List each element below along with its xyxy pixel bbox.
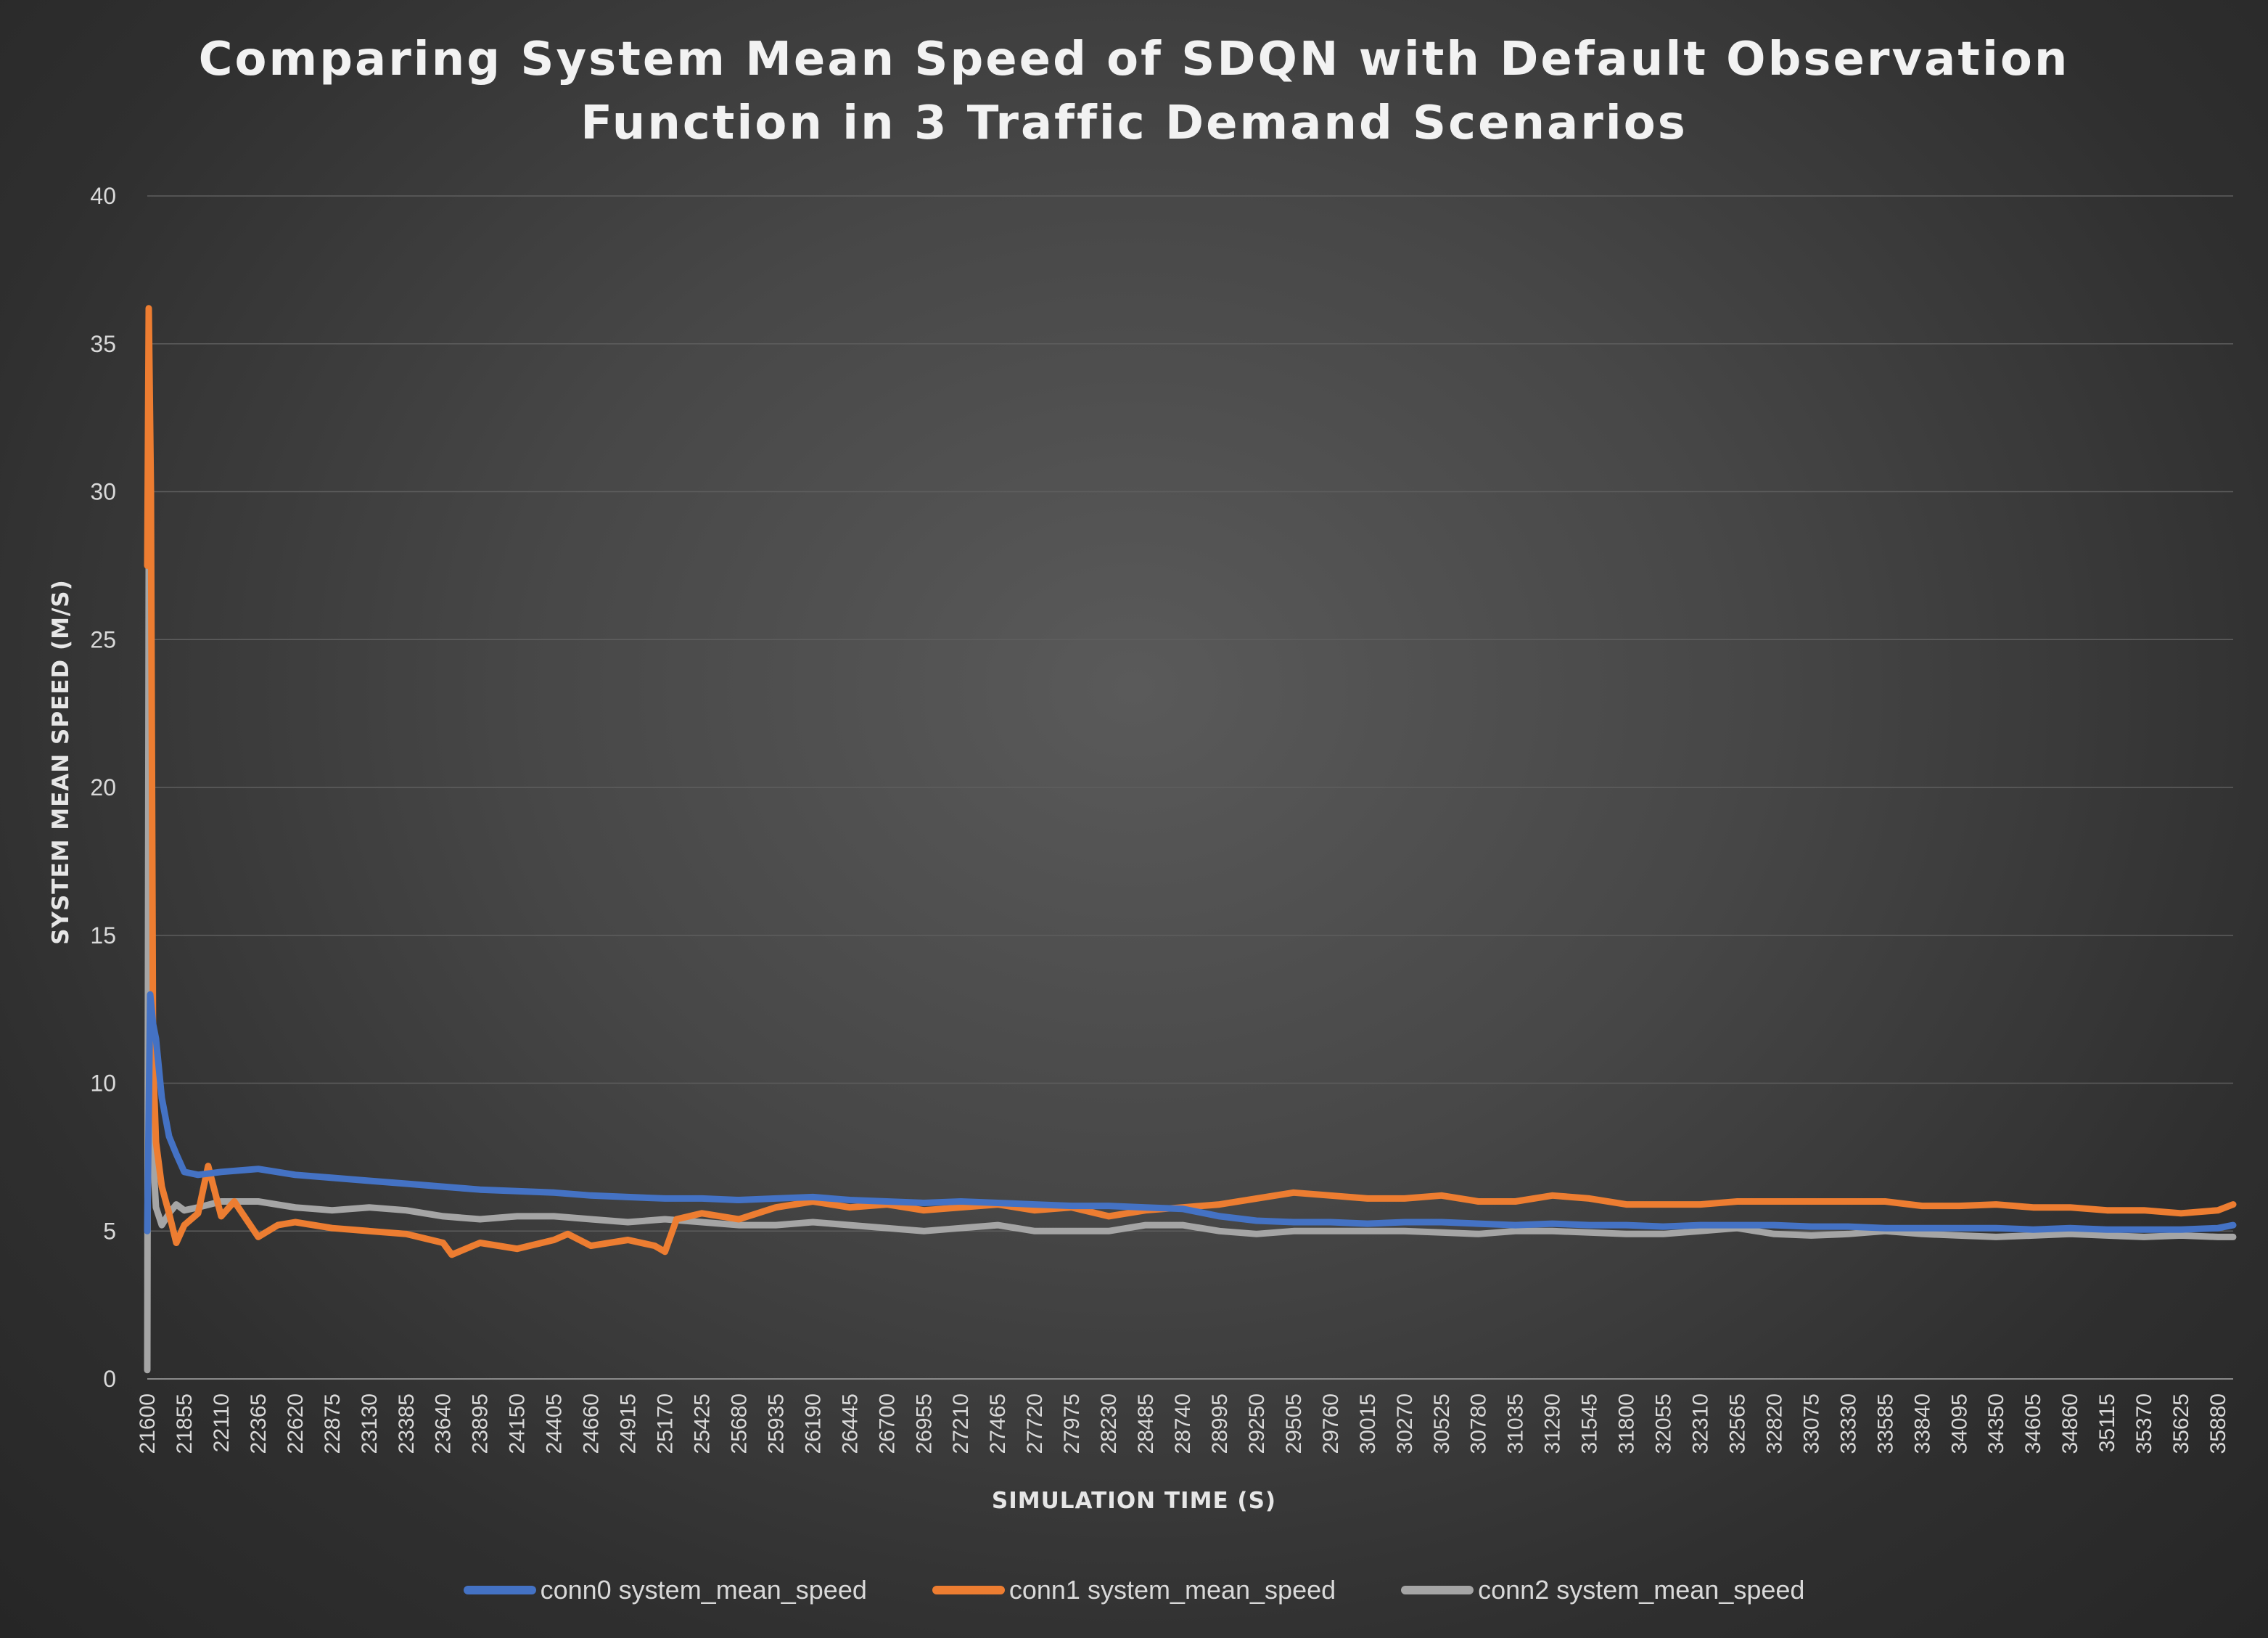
x-tick-label: 34350 <box>1984 1393 2008 1454</box>
series-line-2 <box>144 562 2237 1374</box>
x-tick-label: 22110 <box>210 1393 234 1452</box>
y-tick-label: 40 <box>90 183 116 209</box>
y-tick-label: 35 <box>90 331 116 357</box>
x-tick-label: 26445 <box>838 1393 862 1454</box>
x-tick-label: 30780 <box>1467 1393 1491 1454</box>
x-tick-label: 35625 <box>2169 1393 2193 1454</box>
series-line-0 <box>144 991 2237 1234</box>
x-tick-label: 24150 <box>506 1393 530 1454</box>
chart-title-line-2: Function in 3 Traffic Demand Scenarios <box>580 97 1688 150</box>
x-tick-label: 23385 <box>395 1393 419 1454</box>
x-tick-label: 27720 <box>1023 1393 1047 1454</box>
x-tick-label: 33075 <box>1799 1393 1823 1454</box>
x-tick-label: 24660 <box>580 1393 604 1454</box>
chart-title: Comparing System Mean Speed of SDQN with… <box>0 28 2268 155</box>
legend-swatch <box>463 1586 536 1594</box>
legend-item-1: conn1 system_mean_speed <box>932 1575 1336 1605</box>
legend-label: conn1 system_mean_speed <box>1008 1575 1336 1605</box>
series-line-1 <box>144 305 2237 1258</box>
x-tick-label: 33840 <box>1910 1393 1934 1454</box>
x-tick-label: 32310 <box>1689 1393 1713 1454</box>
x-tick-label: 34095 <box>1947 1393 1971 1454</box>
x-tick-label: 30525 <box>1430 1393 1454 1454</box>
x-tick-label: 32820 <box>1762 1393 1786 1454</box>
x-tick-label: 27975 <box>1060 1393 1084 1454</box>
y-tick-label: 0 <box>103 1366 116 1392</box>
x-tick-label: 29760 <box>1319 1393 1343 1454</box>
x-tick-label: 23895 <box>469 1393 493 1454</box>
x-tick-label: 22620 <box>284 1393 308 1454</box>
x-tick-label: 31800 <box>1615 1393 1639 1454</box>
x-tick-label: 35115 <box>2095 1393 2119 1452</box>
x-tick-label: 22875 <box>321 1393 345 1454</box>
x-tick-label: 25680 <box>727 1393 751 1454</box>
x-tick-label: 23640 <box>432 1393 456 1454</box>
y-tick-label: 5 <box>103 1218 116 1244</box>
legend-item-0: conn0 system_mean_speed <box>463 1575 867 1605</box>
x-tick-label: 25935 <box>764 1393 788 1454</box>
x-tick-label: 31545 <box>1578 1393 1602 1454</box>
series-lines <box>144 305 2237 1374</box>
x-tick-label: 25425 <box>690 1393 714 1454</box>
x-axis-ticks: 21600 21855 22110 22365 22620 22875 23130 23385… <box>136 1393 2230 1454</box>
y-tick-label: 10 <box>90 1070 116 1097</box>
x-tick-label: 34860 <box>2058 1393 2082 1454</box>
gridlines <box>147 195 2233 1380</box>
chart-title-line-1: Comparing System Mean Speed of SDQN with… <box>198 33 2070 86</box>
x-tick-label: 28485 <box>1134 1393 1158 1454</box>
x-tick-label: 21855 <box>173 1393 197 1454</box>
x-tick-label: 26700 <box>875 1393 899 1454</box>
y-tick-label: 30 <box>90 479 116 505</box>
y-tick-label: 15 <box>90 922 116 949</box>
x-tick-label: 31035 <box>1504 1393 1528 1454</box>
x-tick-label: 29505 <box>1282 1393 1306 1454</box>
y-axis-title: SYSTEM MEAN SPEED (M/S) <box>48 579 74 945</box>
legend-swatch <box>932 1586 1005 1594</box>
legend-label: conn2 system_mean_speed <box>1478 1575 1805 1605</box>
x-tick-label: 23130 <box>358 1393 382 1454</box>
legend: conn0 system_mean_speed conn1 system_mean… <box>0 1575 2268 1605</box>
legend-label: conn0 system_mean_speed <box>540 1575 867 1605</box>
x-tick-label: 30015 <box>1356 1393 1380 1454</box>
x-tick-label: 22365 <box>247 1393 271 1454</box>
x-tick-label: 32565 <box>1725 1393 1749 1454</box>
y-tick-label: 20 <box>90 774 116 800</box>
x-tick-label: 33330 <box>1836 1393 1860 1454</box>
x-tick-label: 28740 <box>1171 1393 1195 1454</box>
legend-swatch <box>1401 1586 1474 1594</box>
legend-item-2: conn2 system_mean_speed <box>1401 1575 1804 1605</box>
x-axis-title: SIMULATION TIME (S) <box>991 1488 1277 1514</box>
x-tick-label: 34605 <box>2021 1393 2045 1454</box>
x-tick-label: 31290 <box>1541 1393 1565 1454</box>
x-tick-label: 27210 <box>949 1393 973 1454</box>
x-tick-label: 35880 <box>2206 1393 2230 1454</box>
y-axis-ticks: 0 5 10 15 20 25 30 35 40 <box>90 183 116 1392</box>
x-tick-label: 26955 <box>912 1393 936 1454</box>
x-tick-label: 26190 <box>801 1393 825 1454</box>
x-tick-label: 24405 <box>543 1393 567 1454</box>
x-tick-label: 35370 <box>2132 1393 2156 1454</box>
x-tick-label: 28995 <box>1208 1393 1232 1454</box>
y-tick-label: 25 <box>90 626 116 652</box>
x-tick-label: 25170 <box>654 1393 678 1454</box>
x-tick-label: 33585 <box>1873 1393 1897 1454</box>
x-tick-label: 24915 <box>617 1393 641 1454</box>
x-tick-label: 28230 <box>1097 1393 1121 1454</box>
x-tick-label: 29250 <box>1245 1393 1269 1454</box>
x-tick-label: 27465 <box>986 1393 1010 1454</box>
x-tick-label: 21600 <box>136 1393 160 1454</box>
x-tick-label: 30270 <box>1393 1393 1417 1454</box>
x-tick-label: 32055 <box>1652 1393 1676 1454</box>
